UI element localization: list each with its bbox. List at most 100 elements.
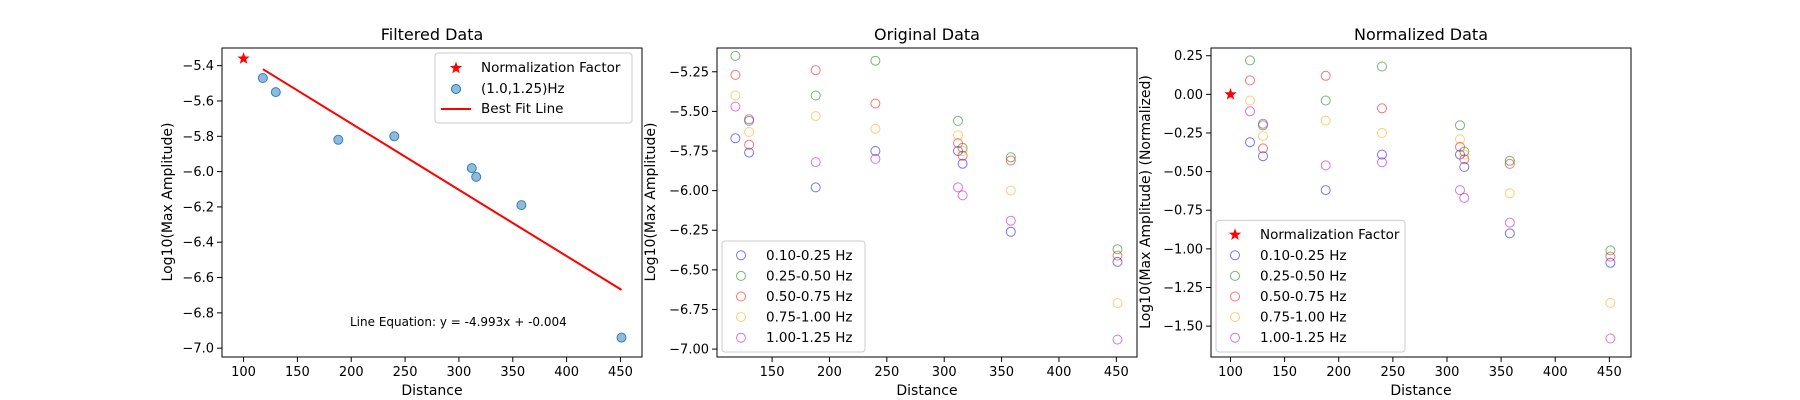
legend-item: 1.00-1.25 Hz [1230,330,1347,346]
data-point [257,73,268,83]
data-point [1258,151,1268,162]
legend-item: 0.25-0.50 Hz [1230,268,1347,284]
y-axis-label: Log10(Max Amplitude) [160,123,176,282]
y-tick-label: −6.4 [182,236,214,251]
data-point [730,90,741,101]
data-point [870,98,881,109]
data-point [810,111,821,122]
data-point [1605,257,1616,268]
star-marker-icon [449,61,463,74]
circle-marker-icon [1230,332,1240,343]
x-tick-label: 100 [231,365,256,380]
x-tick-label: 300 [447,365,472,380]
data-point [1504,228,1515,239]
data-point [870,55,881,66]
data-point [810,65,821,76]
data-point [730,101,741,112]
data-point [1605,297,1616,308]
y-tick-label: −5.6 [182,94,214,109]
data-point [1245,75,1255,86]
data-point [1504,188,1515,199]
data-point [389,131,400,142]
y-tick-label: −5.25 [669,65,709,80]
data-point [1504,158,1515,169]
data-point [1605,245,1616,256]
best-fit-line [262,68,623,291]
data-point [1455,134,1465,145]
data-point [870,146,881,156]
data-point [1605,333,1616,344]
legend-label: (1.0,1.25)Hz [481,81,565,97]
data-point [1605,251,1616,262]
legend-label: 1.00-1.25 Hz [1260,330,1347,346]
circle-marker-icon [736,250,746,261]
x-tick-label: 250 [393,365,418,380]
y-tick-label: −7.0 [182,342,214,357]
data-point [1455,141,1465,152]
data-point [957,150,968,161]
data-point [1320,160,1331,171]
data-point [1112,256,1123,267]
x-tick-label: 300 [932,365,957,380]
line-equation-annotation: Line Equation: y = -4.993x + -0.004 [350,315,567,329]
data-point [1459,162,1470,172]
x-tick-label: 450 [1104,365,1129,380]
legend-label: 0.25-0.50 Hz [1260,268,1347,284]
data-point [1377,149,1387,160]
data-point [1005,215,1016,226]
data-point [1320,95,1331,106]
legend-item: 0.75-1.00 Hz [736,310,853,326]
legend-item-series: (1.0,1.25)Hz [451,81,565,97]
y-tick-label: −1.00 [1163,242,1203,257]
legend-label: Normalization Factor [481,60,621,76]
x-tick-label: 200 [339,365,364,380]
plot-frame [716,47,1138,358]
y-tick-label: −1.25 [1163,281,1203,296]
data-point [744,147,755,158]
legend-label: Normalization Factor [1260,227,1400,243]
legend-box [721,240,866,353]
plot-frame [1210,47,1632,358]
panel-original-data: Original Data 150 200 250 300 350 400 450 −7.00… [643,25,1138,399]
legend-label: 1.00-1.25 Hz [766,330,853,346]
data-point [1320,70,1331,81]
x-tick-label: 350 [500,365,525,380]
legend-label: 0.75-1.00 Hz [1260,310,1347,326]
data-point [953,138,963,149]
data-point [1459,149,1470,160]
circle-marker-icon [451,84,461,94]
legend: Normalization Factor 0.10-0.25 Hz 0.25-0.5… [1215,219,1406,353]
data-point [466,163,477,174]
data-point [1245,106,1255,117]
legend-item: 0.25-0.50 Hz [736,268,853,284]
legend-item: 0.75-1.00 Hz [1230,310,1347,326]
data-point [270,87,281,98]
data-point [730,69,741,80]
legend: 0.10-0.25 Hz 0.25-0.50 Hz 0.50-0.75 Hz 0.75… [721,240,866,353]
plot-area: 100 150 200 250 300 350 400 450 −1.50 −1.25 −1.00 −… [1163,49,1622,380]
plot-frame [221,47,643,358]
data-point [1245,55,1255,66]
y-tick-label: −6.0 [182,165,214,180]
data-point [1112,298,1123,309]
panel-filtered-data: Filtered Data 100 150 200 250 300 350 400 450 −7… [160,25,643,399]
legend-item: 1.00-1.25 Hz [736,330,853,346]
x-tick-label: 200 [817,365,842,380]
y-tick-label: 0.00 [1174,88,1203,103]
y-tick-label: −6.25 [669,224,709,239]
data-point [1258,143,1268,154]
data-point [744,114,755,125]
x-tick-label: 400 [1543,365,1568,380]
data-point [870,153,881,164]
legend-label: 0.50-0.75 Hz [1260,289,1347,305]
legend-label: 0.75-1.00 Hz [766,310,853,326]
x-tick-label: 400 [1047,365,1072,380]
x-tick-label: 250 [874,365,899,380]
legend-box [434,52,633,124]
x-tick-label: 150 [1272,365,1297,380]
data-point [953,130,963,141]
y-tick-label: −0.50 [1163,165,1203,180]
data-point [1245,95,1255,106]
star-marker-icon [1228,228,1242,240]
